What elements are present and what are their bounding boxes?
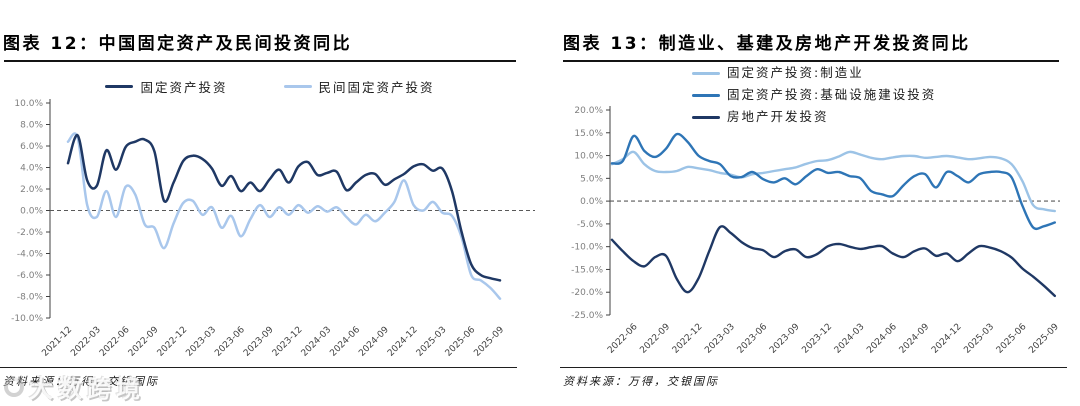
x-tick-label: 2021-12 [40,325,74,359]
chart-title: 图表 12：中国固定资产及民间投资同比 [3,34,353,54]
y-tick-label: -20.0% [571,288,603,298]
legend-label: 固定资产投资 [140,80,228,95]
source-note: 资料来源：万得，交银国际 [563,375,719,388]
title-divider [4,60,516,62]
legend-swatch [283,85,312,88]
legend: 固定资产投资 民间固定资产投资 [0,77,540,96]
x-tick-label: 2024-06 [328,325,362,359]
y-tick-label: 4.0% [20,164,43,174]
y-tick-label: 6.0% [20,142,43,152]
legend-item: 房地产开发投资 [692,106,936,128]
x-tick-label: 2023-03 [703,322,737,356]
legend-item: 固定资产投资:制造业 [692,62,936,84]
x-tick-label: 2022-09 [638,322,672,356]
x-tick-label: 2023-06 [213,325,247,359]
x-tick-label: 2023-03 [184,325,218,359]
legend-label: 固定资产投资:基础设施建设投资 [727,87,937,102]
x-tick-label: 2022-12 [156,325,190,359]
legend-item: 民间固定资产投资 [283,77,435,96]
y-tick-label: -10.0% [571,243,603,253]
y-tick-label: 15.0% [574,129,603,139]
series-line-固定资产投资:制造业 [610,150,1056,213]
legend-label: 房地产开发投资 [727,109,829,124]
legend-item: 固定资产投资:基础设施建设投资 [692,84,936,106]
y-tick-label: -25.0% [571,311,603,321]
y-tick-label: 20.0% [574,106,603,116]
x-tick-label: 2024-12 [930,322,964,356]
y-tick-label: 2.0% [20,185,43,195]
x-tick-label: 2024-03 [300,325,334,359]
y-tick-label: -2.0% [17,228,44,238]
x-tick-label: 2025-03 [962,322,996,356]
y-tick-label: -4.0% [17,250,44,260]
x-axis-labels: 2022-062022-092022-122023-032023-062023-… [606,322,1061,356]
x-tick-label: 2022-06 [98,325,132,359]
x-tick-label: 2024-09 [357,325,391,359]
x-tick-label: 2024-12 [386,325,420,359]
x-tick-label: 2025-09 [1027,322,1061,356]
y-tick-label: -15.0% [571,265,603,275]
legend-label: 民间固定资产投资 [318,80,435,95]
x-tick-label: 2024-03 [833,322,867,356]
y-tick-label: 10.0% [14,99,43,109]
y-axis: 10.0% 8.0% 6.0% 4.0% 2.0% 0.0% -2.0% -4.0% -6.0%… [11,99,51,324]
y-axis: 20.0% 15.0% 10.0% 5.0% 0.0% -5.0% -10.0% -15.0%… [571,106,611,321]
series-line-民间固定资产投资 [66,132,502,300]
x-tick-label: 2023-09 [768,322,802,356]
legend-swatch [105,85,134,88]
y-tick-label: 8.0% [20,121,43,131]
legend-swatch [692,115,720,119]
x-tick-label: 2024-06 [865,322,899,356]
y-tick-label: 10.0% [574,152,603,162]
y-tick-label: -8.0% [17,293,44,303]
series-line-房地产开发投资 [610,225,1056,298]
x-tick-label: 2025-06 [444,325,478,359]
y-tick-label: 5.0% [580,174,603,184]
x-tick-label: 2022-12 [671,322,705,356]
x-tick-label: 2022-03 [69,325,103,359]
line-chart: 10.0% 8.0% 6.0% 4.0% 2.0% 0.0% -2.0% -4.0% -6.0%… [11,99,535,359]
x-tick-label: 2023-06 [736,322,770,356]
legend: 固定资产投资:制造业固定资产投资:基础设施建设投资 房地产开发投资 [692,62,936,128]
series-line-固定资产投资:基础设施建设投资 [610,132,1056,231]
x-tick-label: 2025-06 [995,322,1029,356]
x-tick-label: 2023-12 [800,322,834,356]
figure-12: 图表 12：中国固定资产及民间投资同比 固定资产投资 民间固定资产投资 10.0%… [0,34,540,388]
source-divider [0,367,517,368]
legend-item: 固定资产投资 [105,77,227,96]
series-line-固定资产投资 [66,134,502,282]
x-tick-label: 2022-06 [606,322,640,356]
legend-swatch [692,71,720,75]
x-tick-label: 2022-09 [127,325,161,359]
x-axis-labels: 2021-122022-032022-062022-092022-122023-… [40,325,506,359]
x-tick-label: 2023-12 [271,325,305,359]
figure-13: 图表 13：制造业、基建及房地产开发投资同比 固定资产投资:制造业 固定资产投资:… [540,0,1080,406]
x-tick-label: 2023-09 [242,325,276,359]
chart-title: 图表 13：制造业、基建及房地产开发投资同比 [563,34,971,54]
y-tick-label: 0.0% [580,197,603,207]
legend-swatch [692,93,720,97]
source-divider [560,367,1067,368]
x-tick-label: 2025-03 [415,325,449,359]
line-chart: 20.0% 15.0% 10.0% 5.0% 0.0% -5.0% -10.0% -15.0%… [571,106,1061,356]
title-divider [563,60,1059,62]
legend-label: 固定资产投资:制造业 [727,65,864,80]
source-note: 资料来源：万得，交银国际 [3,375,159,388]
x-tick-label: 2025-09 [472,325,506,359]
y-tick-label: -10.0% [11,314,43,324]
x-tick-label: 2024-09 [898,322,932,356]
y-tick-label: 0.0% [20,207,43,217]
y-tick-label: -5.0% [577,220,604,230]
y-tick-label: -6.0% [17,271,44,281]
